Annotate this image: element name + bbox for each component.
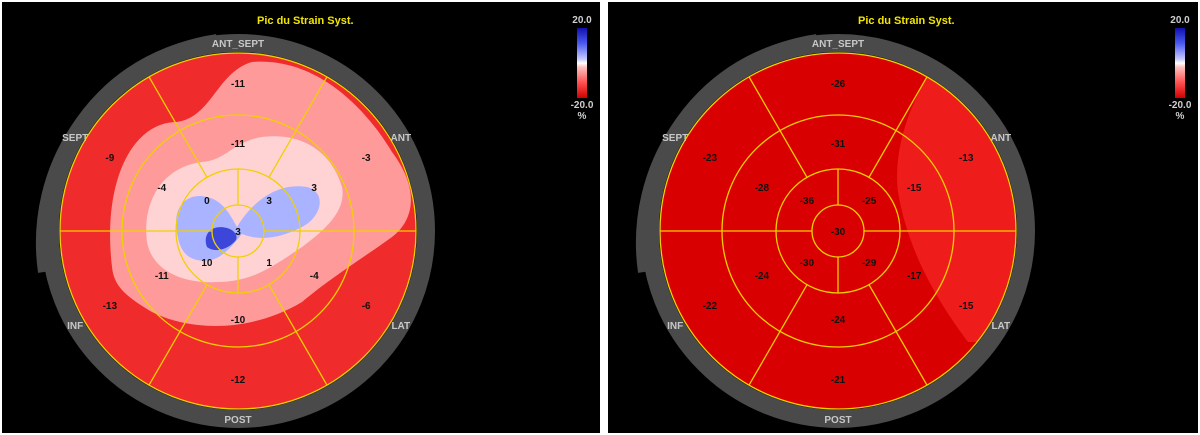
segment-value-basal: -9 (105, 153, 114, 164)
wall-label-lat: LAT (391, 321, 410, 332)
wall-labels: ANT_SEPT ANT LAT POST INF SEPT (62, 39, 411, 426)
segment-value-mid: -15 (907, 183, 922, 194)
segment-value-apical: 3 (266, 196, 272, 207)
strain-region-peak-positive (205, 227, 237, 251)
segment-value-mid: -4 (157, 183, 166, 194)
grid-spoke (268, 284, 328, 386)
wall-label-inf: INF (67, 321, 83, 332)
wall-label-lat: LAT (991, 321, 1010, 332)
segment-value-apical: -36 (800, 196, 815, 207)
segment-value-mid: 3 (311, 183, 317, 194)
segment-value-basal: -3 (362, 153, 371, 164)
segment-value-basal: -21 (831, 375, 846, 386)
grid-spoke (868, 76, 928, 178)
wall-label-sept: SEPT (62, 133, 88, 144)
segment-value-basal: -15 (959, 301, 974, 312)
wall-label-post: POST (824, 415, 851, 426)
segment-value-basal: -23 (703, 153, 718, 164)
segment-value-apical: -29 (862, 258, 877, 269)
scale-min: -20.0 (570, 100, 594, 111)
segment-value-apical: -30 (800, 258, 815, 269)
bullseye-panel-left: ANT_SEPT ANT LAT POST INF SEPT -11 -3 -6 -12 -13-… (2, 2, 600, 433)
wall-label-ring (635, 34, 1035, 428)
grid-spoke (148, 76, 208, 178)
segment-value-mid: -4 (310, 271, 319, 282)
wall-label-inf: INF (667, 321, 683, 332)
segment-values: -26 -13 -15 -21 -22 -23 -31 -15 -17 -24 -24 -28 -25 -… (703, 79, 974, 386)
bullseye-panel-right: ANT_SEPT ANT LAT POST INF SEPT -26 -13 -15 -21 -2… (608, 2, 1198, 433)
wall-label-ant: ANT (991, 133, 1012, 144)
scale-min: -20.0 (1168, 100, 1192, 111)
segment-value-apical: -25 (862, 196, 877, 207)
segment-value-mid: -11 (231, 139, 245, 150)
segment-value-apex: -30 (831, 227, 846, 238)
segment-grid (659, 52, 1017, 410)
segment-value-basal: -11 (231, 79, 245, 90)
segment-value-apical: 0 (204, 196, 210, 207)
segment-value-mid: -24 (755, 271, 770, 282)
grid-spoke (868, 284, 928, 386)
grid-spoke (748, 284, 808, 386)
grid-spoke (748, 76, 808, 178)
wall-label-ant: ANT (391, 133, 412, 144)
segment-value-basal: -13 (959, 153, 974, 164)
segment-value-apical: 1 (266, 258, 272, 269)
segment-value-apex: 3 (235, 227, 241, 238)
scale-max: 20.0 (1170, 15, 1190, 26)
scale-unit: % (1175, 111, 1185, 122)
segment-value-basal: -6 (362, 301, 371, 312)
segment-value-basal: -22 (703, 301, 718, 312)
scale-bar (577, 28, 587, 98)
segment-value-apical: 10 (201, 258, 213, 269)
wall-label-sept: SEPT (662, 133, 688, 144)
chart-title: Pic du Strain Syst. (858, 15, 955, 27)
wall-label-post: POST (224, 415, 251, 426)
scale-max: 20.0 (572, 15, 592, 26)
segment-value-mid: -11 (155, 271, 169, 282)
grid-spoke (268, 76, 328, 178)
segment-value-mid: -31 (831, 139, 846, 150)
wall-label-ant-sept: ANT_SEPT (212, 39, 264, 50)
segment-grid (59, 52, 417, 410)
wall-label-ant-sept: ANT_SEPT (812, 39, 864, 50)
segment-value-mid: -10 (231, 315, 246, 326)
segment-value-basal: -12 (231, 375, 246, 386)
color-scale: 20.0 -20.0 % (568, 15, 596, 122)
segment-value-basal: -13 (103, 301, 118, 312)
segment-value-mid: -17 (907, 271, 922, 282)
segment-value-mid: -24 (831, 315, 846, 326)
segment-value-basal: -26 (831, 79, 846, 90)
grid-spoke (148, 284, 208, 386)
wall-labels: ANT_SEPT ANT LAT POST INF SEPT (662, 39, 1011, 426)
chart-title: Pic du Strain Syst. (257, 15, 354, 27)
segment-values: -11 -3 -6 -12 -13 -9 -11 3 -4 -10 -11 -4 3 1 10 0 3 (103, 79, 371, 386)
wall-label-ring (35, 34, 435, 428)
color-scale: 20.0 -20.0 % (1166, 15, 1194, 122)
scale-bar (1175, 28, 1185, 98)
scale-unit: % (577, 111, 587, 122)
segment-value-mid: -28 (755, 183, 770, 194)
